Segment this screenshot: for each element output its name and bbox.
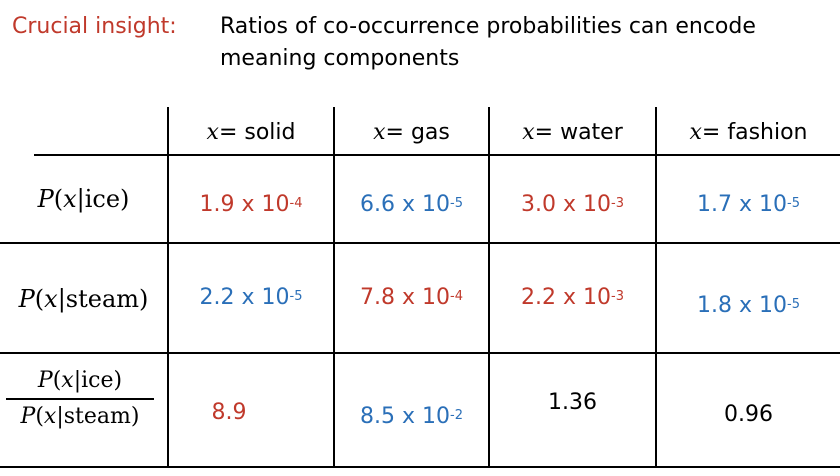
table-rule-col-0 xyxy=(167,107,169,468)
cell-steam-water: 2.2 x 10 -3 xyxy=(521,284,624,310)
table-rule-col-1 xyxy=(333,107,335,468)
row-label-ratio: P(x|ice) P(x|steam) xyxy=(0,366,160,432)
cell-steam-fashion: 1.8 x 10 -5 xyxy=(697,292,800,318)
cell-steam-gas: 7.8 x 10 -4 xyxy=(360,284,463,310)
column-header-gas: x = gas xyxy=(373,119,450,145)
column-header-water: x = water xyxy=(522,119,623,145)
table-rule-row-2 xyxy=(0,352,840,354)
row-label-p-x-ice: P(x |ice) xyxy=(37,185,130,213)
heading-line-2: meaning components xyxy=(220,46,460,71)
heading-label: Crucial insight: xyxy=(12,14,177,39)
cell-ratio-fashion: 0.96 xyxy=(724,401,773,427)
column-header-solid: x = solid xyxy=(206,119,296,145)
row-label-p-x-steam: P(x |steam) xyxy=(18,285,149,313)
fraction-bar xyxy=(6,398,154,400)
table-rule-bottom xyxy=(0,466,840,468)
column-header-fashion: x = fashion xyxy=(689,119,808,145)
cell-ice-solid: 1.9 x 10 -4 xyxy=(199,191,303,217)
cell-ice-gas: 6.6 x 10 -5 xyxy=(360,191,463,217)
heading-line-1: Ratios of co-occurrence probabilities ca… xyxy=(220,14,756,39)
ratio-numerator: P(x|ice) xyxy=(37,368,123,393)
cell-ratio-gas: 8.5 x 10 -2 xyxy=(360,403,463,429)
cell-ice-water: 3.0 x 10 -3 xyxy=(521,191,624,217)
table-rule-col-3 xyxy=(655,107,657,468)
cell-ratio-solid: 8.9 xyxy=(211,399,247,425)
ratio-denominator: P(x|steam) xyxy=(20,403,140,429)
table-rule-header xyxy=(34,154,840,156)
cell-ice-fashion: 1.7 x 10 -5 xyxy=(697,191,800,217)
table-rule-col-2 xyxy=(488,107,490,468)
table-rule-row-1 xyxy=(0,242,840,244)
cell-steam-solid: 2.2 x 10 -5 xyxy=(199,284,303,310)
cell-ratio-water: 1.36 xyxy=(548,389,597,415)
